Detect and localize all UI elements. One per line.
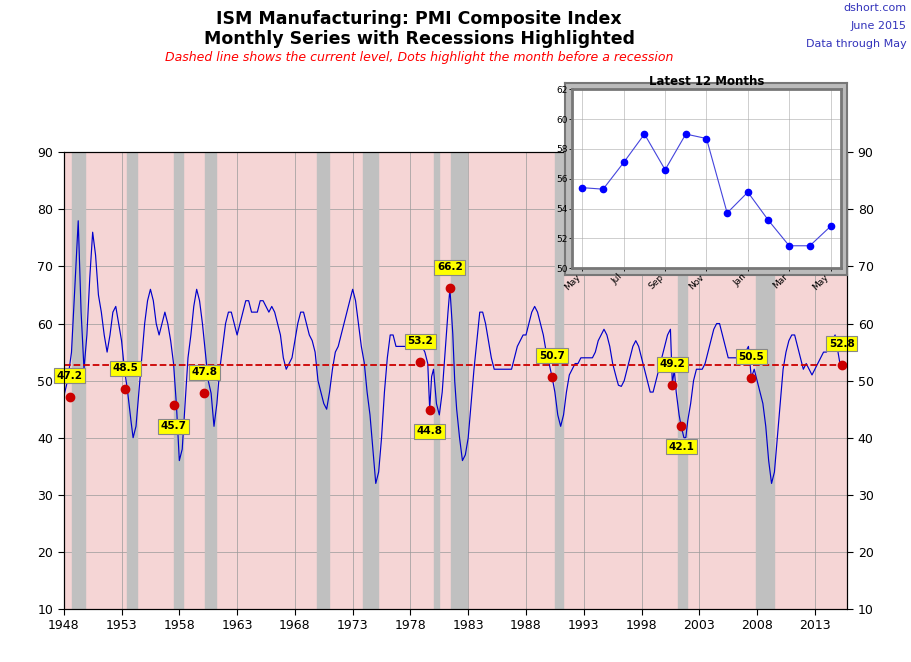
Bar [555,152,563,609]
Text: 47.8: 47.8 [191,367,218,377]
Text: Data through May: Data through May [805,39,906,49]
Text: Monthly Series with Recessions Highlighted: Monthly Series with Recessions Highlight… [203,30,635,48]
Bar [317,152,329,609]
Bar [128,152,137,609]
Text: 66.2: 66.2 [437,262,463,272]
Text: 48.5: 48.5 [112,363,138,373]
Text: 50.7: 50.7 [539,351,565,361]
Text: ISM Manufacturing: PMI Composite Index: ISM Manufacturing: PMI Composite Index [216,10,622,28]
Bar [205,152,216,609]
Text: 49.2: 49.2 [660,359,685,369]
Bar [73,152,85,609]
Bar [678,152,687,609]
Bar [175,152,183,609]
Text: dshort.com: dshort.com [844,3,906,13]
Bar [434,152,439,609]
Text: 50.5: 50.5 [739,352,764,362]
Text: 44.8: 44.8 [416,426,443,436]
Bar [756,152,774,609]
Title: Latest 12 Months: Latest 12 Months [649,75,764,88]
Text: 53.2: 53.2 [407,336,433,346]
Text: June 2015: June 2015 [851,21,906,31]
Text: 45.7: 45.7 [160,421,187,431]
Text: 47.2: 47.2 [56,371,83,381]
Text: 52.8: 52.8 [829,339,855,349]
Text: Dashed line shows the current level, Dots highlight the month before a recession: Dashed line shows the current level, Dot… [165,51,673,64]
Text: 42.1: 42.1 [668,442,694,451]
Bar [363,152,378,609]
Bar [451,152,467,609]
